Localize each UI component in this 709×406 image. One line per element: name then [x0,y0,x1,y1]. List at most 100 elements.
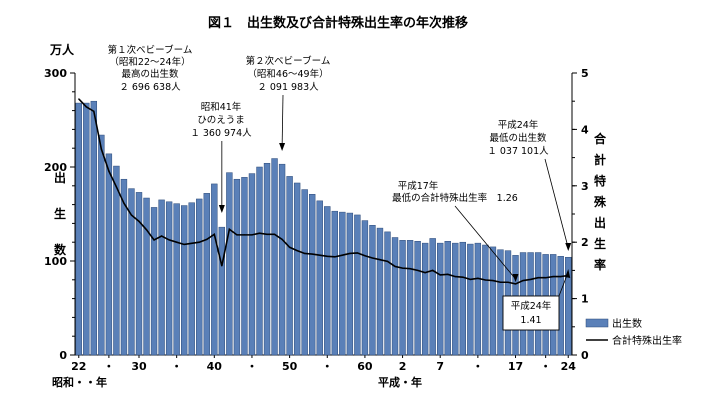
fertility-point-S59 [356,252,358,254]
right-tick-label: 3 [581,180,589,193]
x-tick-label: 2 [399,360,407,373]
fertility-point-S27 [115,186,118,188]
bar-S45 [248,173,256,356]
line-series-fertility [78,98,569,285]
right-axis-label-char: 殊 [593,194,607,209]
bar-S34 [165,201,173,356]
bar-S25 [98,134,105,356]
fertility-point-S38 [198,241,200,243]
bar-S27 [113,165,120,356]
bar-H11 [467,243,474,356]
right-axis-label-char: 計 [594,152,606,167]
bar-S56 [331,210,338,356]
bar-S39 [203,193,210,356]
bar-S63 [384,231,391,356]
bar-S37 [188,202,195,356]
annotation-line: 平成17年 [398,180,439,192]
x-era-label-heisei: 平成・年 [378,375,422,389]
bar-S36 [181,205,188,356]
fertility-point-H12 [477,277,479,279]
fertility-point-H17 [514,283,517,285]
left-axis-label-char: 数 [54,242,67,257]
fertility-point-S61 [371,257,374,259]
annotation-line: １ 037 101人 [487,146,549,157]
bar-S40 [211,183,218,356]
bar-series-births [75,100,572,356]
bar-H14 [489,246,497,356]
fertility-point-H11 [469,278,471,281]
bar-S54 [316,200,323,356]
x-tick-label: 7 [436,360,444,373]
bar-S33 [158,199,165,356]
bar-H13 [482,244,489,356]
x-era-label-showa: 昭和・・年 [52,375,107,389]
bar-S48 [271,158,278,356]
right-axis-label-char: 率 [594,257,606,272]
bar-S58 [346,212,354,356]
bar-S38 [196,198,203,356]
right-tick-label: 0 [581,349,589,362]
annotation-arrow [454,205,516,280]
right-tick-label: 2 [581,236,589,249]
fertility-point-S46 [258,232,261,234]
fertility-point-S26 [108,170,110,172]
annotation-arrowhead [512,274,519,282]
bar-S62 [376,227,384,356]
annotation-second-baby-boom: 第２次ベビーブーム（昭和46～49年） ２ 091 983人 [246,55,331,151]
x-tick-label: ・ [103,360,114,373]
fertility-point-S40 [213,233,215,235]
bar-H8 [444,241,451,356]
fertility-point-S31 [145,229,148,231]
right-axis-label-char: 特 [594,173,606,188]
bar-S60 [361,220,369,356]
fertility-point-S34 [168,239,170,241]
left-axis-label-char: 出 [54,170,66,185]
fertility-point-H14 [492,279,494,282]
annotation-line: ２ 091 983人 [257,82,319,93]
annotation-first-baby-boom: 第１次ベビーブーム（昭和22～24年）最高の出生数 ２ 696 638人 [108,44,193,93]
left-tick-label: 0 [59,349,67,362]
bar-S59 [354,214,361,356]
fertility-point-S58 [349,252,351,255]
bar-H15 [497,249,504,356]
x-tick-label: 22 [71,360,86,373]
fertility-point-S45 [251,234,253,236]
annotation-arrowhead [218,205,225,213]
bar-S26 [105,153,113,356]
fertility-point-H16 [507,281,509,283]
annotation-line: 最低の出生数 [489,132,547,144]
fertility-point-S43 [236,234,238,236]
fertility-point-H5 [424,272,426,274]
annotation-line: 第２次ベビーブーム [246,55,331,67]
annotation-line: 昭和41年 [201,101,242,113]
fertility-point-H3 [409,268,411,270]
fertility-point-S23 [85,106,87,108]
right-tick-label: 5 [581,67,589,80]
fertility-point-H7 [439,274,441,276]
bar-S24 [90,100,98,356]
fertility-point-S50 [289,246,291,248]
left-tick-label: 100 [44,255,67,268]
fertility-point-H15 [499,281,502,283]
bar-H12 [474,242,482,356]
bar-S50 [286,176,293,356]
bar-H1 [391,237,399,356]
annotation-arrow [544,158,569,249]
bar-S28 [120,178,128,356]
fertility-point-S44 [243,234,246,236]
bar-S30 [135,192,143,356]
bar-S47 [263,162,271,356]
x-tick-label: 40 [207,360,223,373]
bar-S31 [143,197,150,356]
left-axis-label-char: 生 [54,206,66,221]
bar-S42 [226,172,233,356]
annotation-line: １ 360 974人 [190,128,252,139]
fertility-point-S52 [304,252,306,255]
fertility-point-S63 [386,260,389,262]
fertility-point-S53 [311,253,313,255]
